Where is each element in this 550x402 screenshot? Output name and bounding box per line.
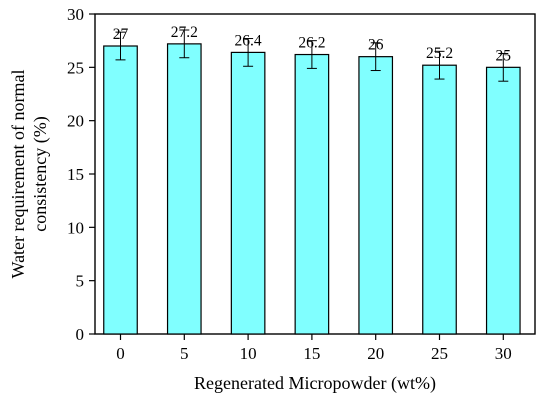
y-axis: 0 5 10 15 20 25 30: [67, 5, 95, 344]
data-label: 25: [496, 47, 512, 64]
y-tick-label: 0: [76, 325, 85, 344]
x-tick-label: 10: [240, 344, 257, 363]
bar: [422, 64, 457, 335]
bar: [485, 66, 521, 335]
y-tick-label: 15: [67, 165, 84, 184]
y-axis-title-line-2: consistency (%): [30, 116, 51, 231]
y-tick-label: 5: [76, 272, 85, 291]
x-tick-label: 25: [431, 344, 448, 363]
x-axis: 0 5 10 15 20 25 30: [116, 334, 512, 363]
bar: [103, 45, 138, 335]
y-tick-label: 25: [67, 58, 84, 77]
y-axis-title: Water requirement of normal consistency …: [8, 70, 51, 279]
y-tick-label: 20: [67, 112, 84, 131]
bar: [294, 53, 330, 335]
x-tick-label: 0: [116, 344, 125, 363]
bar: [230, 51, 266, 335]
data-label: 26: [368, 37, 384, 54]
x-tick-label: 30: [495, 344, 512, 363]
bar: [358, 56, 394, 335]
x-axis-title: Regenerated Micropowder (wt%): [194, 373, 436, 394]
data-label: 25.2: [426, 45, 453, 62]
x-tick-label: 20: [367, 344, 384, 363]
data-labels: 27 27.2 26.4 26.2 26 25.2 25: [113, 24, 512, 64]
y-tick-label: 30: [67, 5, 84, 24]
y-tick-label: 10: [67, 218, 84, 237]
data-label: 26.4: [235, 32, 262, 49]
data-label: 27: [113, 26, 129, 43]
bar: [166, 43, 202, 335]
y-axis-title-line-1: Water requirement of normal: [8, 70, 28, 279]
x-tick-label: 5: [180, 344, 189, 363]
x-tick-label: 15: [303, 344, 320, 363]
data-label: 26.2: [298, 35, 325, 52]
error-bars: [115, 29, 509, 82]
bars: [103, 43, 521, 335]
data-label: 27.2: [171, 24, 198, 41]
